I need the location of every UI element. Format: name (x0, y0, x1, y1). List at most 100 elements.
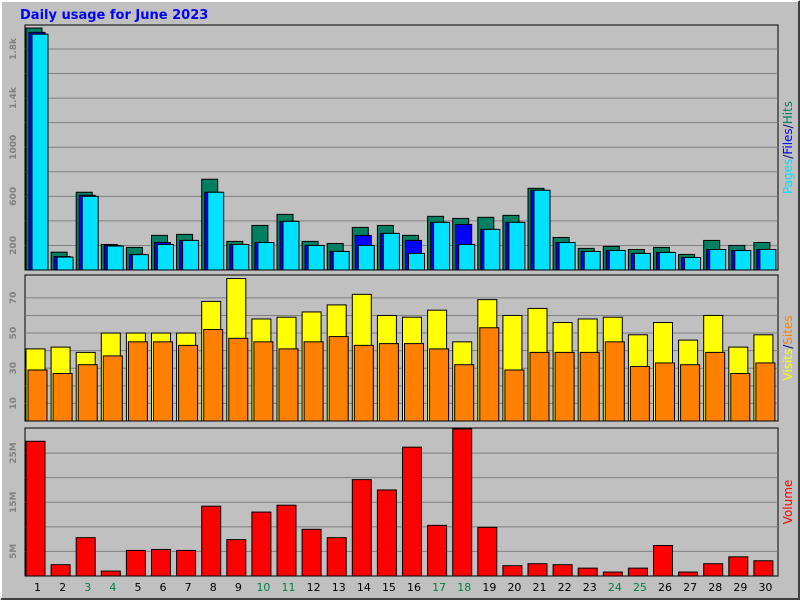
bar (52, 373, 73, 422)
x-tick-label: 29 (733, 581, 747, 594)
x-tick-label: 11 (282, 581, 296, 594)
y-tick-label: 600 (9, 187, 19, 206)
bar (81, 195, 99, 271)
bar (278, 348, 299, 422)
bar (201, 505, 222, 577)
bar (579, 351, 600, 422)
y-tick-label: 50 (9, 327, 19, 340)
bar (77, 364, 98, 422)
bar (357, 244, 375, 271)
bar (730, 373, 751, 422)
bar (257, 241, 275, 271)
y-tick-label: 1.8k (9, 37, 19, 60)
bar (684, 256, 702, 271)
bar (125, 549, 146, 577)
bar (106, 245, 124, 271)
bar (182, 239, 200, 271)
legend: Volume (781, 480, 795, 525)
x-tick-label: 5 (134, 581, 141, 594)
bar (753, 560, 774, 577)
x-tick-label: 4 (109, 581, 116, 594)
y-tick-label: 1.4k (9, 86, 19, 109)
x-tick-label: 2 (59, 581, 66, 594)
bar (502, 565, 523, 577)
bar (655, 362, 675, 422)
bar (759, 248, 777, 271)
bar (25, 440, 46, 577)
bar (604, 341, 625, 422)
bar (131, 254, 149, 271)
bar (282, 220, 300, 271)
bar (629, 365, 650, 422)
legend: Pages/Files/Hits (781, 101, 795, 194)
y-tick-label: 200 (9, 236, 19, 255)
bar (31, 33, 49, 271)
bar (176, 549, 197, 577)
bar (56, 256, 74, 271)
x-tick-label: 20 (507, 581, 521, 594)
bar (529, 351, 550, 422)
bar (50, 564, 71, 577)
bar (100, 570, 121, 577)
x-tick-label: 26 (658, 581, 672, 594)
bar (608, 249, 626, 271)
bar (326, 537, 347, 577)
bar (404, 343, 424, 422)
x-tick-label: 7 (185, 581, 192, 594)
bar (558, 241, 576, 271)
legend: Visits/Sites (781, 315, 795, 380)
bar (678, 571, 699, 577)
bar (709, 248, 727, 271)
x-tick-label: 19 (482, 581, 496, 594)
y-tick-label: 10 (9, 397, 19, 410)
legend-entry: Files (781, 128, 795, 154)
bar (602, 571, 623, 577)
x-tick-label: 12 (307, 581, 321, 594)
bar (533, 189, 551, 271)
bar (659, 251, 676, 271)
bar (402, 446, 422, 577)
bar (353, 344, 374, 422)
bar (102, 355, 123, 422)
legend-separator: / (781, 344, 795, 349)
bar (332, 250, 350, 271)
legend-separator: / (781, 123, 795, 128)
bar (207, 191, 225, 271)
legend-entry: Visits (781, 349, 795, 381)
bar (552, 564, 573, 577)
bar (452, 428, 473, 577)
bar (351, 479, 372, 577)
bar (680, 364, 701, 422)
x-tick-label: 10 (256, 581, 270, 594)
bar (75, 537, 96, 577)
bar (583, 250, 601, 271)
y-tick-label: 15M (9, 491, 19, 513)
legend-entry: Volume (781, 480, 795, 525)
bar (157, 243, 174, 271)
x-tick-label: 27 (683, 581, 697, 594)
bar (378, 343, 399, 422)
x-tick-label: 16 (407, 581, 421, 594)
bar (301, 528, 322, 577)
x-tick-label: 14 (357, 581, 371, 594)
x-tick-label: 15 (382, 581, 396, 594)
bar (303, 341, 324, 422)
x-tick-label: 13 (332, 581, 346, 594)
x-tick-label: 3 (84, 581, 91, 594)
bar (504, 369, 525, 422)
bar (251, 511, 272, 577)
bar (203, 329, 224, 422)
bar (477, 526, 498, 577)
x-tick-label: 22 (558, 581, 572, 594)
bar (276, 504, 297, 577)
bar (226, 539, 247, 577)
y-tick-label: 1000 (9, 135, 19, 160)
chart-title: Daily usage for June 2023 (20, 8, 208, 23)
y-tick-label: 5M (9, 544, 19, 559)
x-tick-label: 17 (432, 581, 446, 594)
bar (307, 244, 325, 271)
bar (228, 337, 249, 422)
